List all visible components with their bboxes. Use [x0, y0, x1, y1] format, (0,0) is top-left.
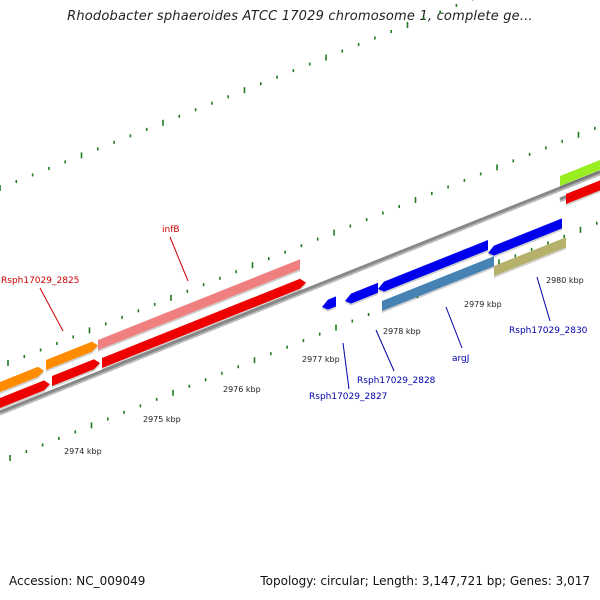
- callout-infb: [169, 236, 189, 282]
- gene-olive: [494, 237, 566, 278]
- gene-orange-lower: [0, 366, 44, 394]
- scale-label-2974: 2974 kbp: [64, 447, 102, 456]
- gene-rsph17029-2830: [488, 218, 562, 258]
- gene-label-infb[interactable]: infB: [162, 225, 180, 235]
- scale-ticks: [0, 0, 598, 461]
- callout-rsph17029-2830: [536, 276, 551, 322]
- gene-infb: [98, 259, 300, 352]
- gene-orange-upper: [46, 341, 98, 372]
- gene-red-long: [102, 278, 306, 370]
- gene-rsph17029-2830-body: [488, 218, 562, 256]
- scale-label-2978: 2978 kbp: [383, 327, 421, 336]
- scale-label-2976: 2976 kbp: [223, 385, 261, 394]
- scale-label-2975: 2975 kbp: [143, 415, 181, 424]
- scale-label-2980: 2980 kbp: [546, 276, 584, 285]
- gene-red-lower-body: [0, 380, 50, 408]
- gene-red-mid: [52, 359, 100, 388]
- scale-label-2979: 2979 kbp: [464, 300, 502, 309]
- gene-blue-small-body: [345, 282, 378, 304]
- label-callouts: [39, 236, 551, 390]
- gene-rsph17029-2828: [378, 240, 488, 294]
- gene-label-rsph17029-2828[interactable]: Rsph17029_2828: [357, 376, 436, 386]
- gene-rsph17029-2827-body: [322, 296, 336, 310]
- callout-rsph17029-2828: [375, 329, 395, 372]
- gene-lime-body: [560, 160, 600, 186]
- gene-label-rsph17029-2825[interactable]: Rsph17029_2825: [1, 276, 79, 286]
- gene-label-rsph17029-2827[interactable]: Rsph17029_2827: [309, 392, 387, 402]
- gene-label-rsph17029-2830[interactable]: Rsph17029_2830: [509, 326, 588, 336]
- backbone-forward: [0, 170, 600, 414]
- gene-red-upper-body: [566, 180, 600, 204]
- gene-orange-lower-body: [0, 366, 44, 392]
- gene-blue-small: [345, 282, 378, 306]
- gene-red-long-body: [102, 278, 306, 368]
- topology-summary: Topology: circular; Length: 3,147,721 bp…: [260, 574, 590, 588]
- gene-red-lower: [0, 380, 50, 410]
- callout-rsph17029-2825: [39, 287, 64, 332]
- map-title: Rhodobacter sphaeroides ATCC 17029 chrom…: [67, 9, 533, 24]
- gene-red-upper: [566, 180, 600, 206]
- accession-text: Accession: NC_009049: [9, 574, 146, 588]
- gene-label-argj[interactable]: argJ: [452, 354, 469, 364]
- scale-label-2977: 2977 kbp: [302, 355, 340, 364]
- gene-red-mid-body: [52, 359, 100, 386]
- gene-orange-upper-body: [46, 341, 98, 370]
- gene-olive-body: [494, 237, 566, 276]
- callout-rsph17029-2827: [342, 342, 350, 390]
- sequence-backbone: [0, 170, 600, 416]
- gene-rsph17029-2827: [322, 296, 336, 312]
- callout-argj: [445, 306, 463, 349]
- backbone-forward-shadow: [0, 172, 600, 416]
- gene-argj-body: [382, 256, 494, 311]
- gene-argj: [382, 256, 494, 313]
- gene-infb-body: [98, 259, 300, 350]
- gene-rsph17029-2828-body: [378, 240, 488, 292]
- gene-lime: [560, 160, 600, 188]
- gene-features: [0, 160, 600, 410]
